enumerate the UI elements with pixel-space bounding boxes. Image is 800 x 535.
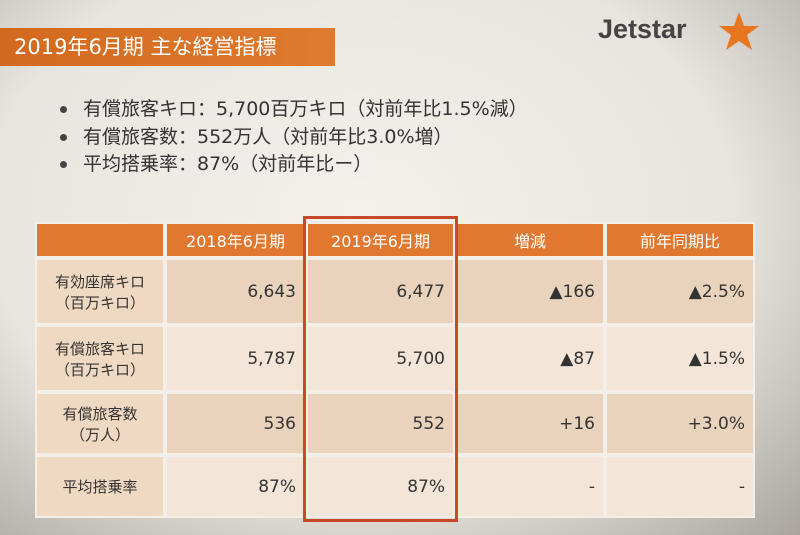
row-label: 有償旅客キロ （百万キロ） [35,325,165,392]
slide-title: 2019年6月期 主な経営指標 [0,28,335,66]
row-label: 有償旅客数 （万人） [35,392,165,455]
data-cell: ▲1.5% [605,325,755,392]
logo: Jetstar [598,14,687,44]
header-cell [35,222,165,258]
data-cell: ▲2.5% [605,258,755,325]
label-line: 有償旅客キロ [54,339,145,358]
label-line: 平均搭乗率 [62,478,138,496]
bullet: 平均搭乗率：87%（対前年比ー） [60,149,372,176]
logo-star [719,12,759,50]
header-cell: 2018年6月期 [165,222,306,258]
data-cell: - [605,455,755,518]
data-cell: +16 [455,392,605,455]
data-cell: 6,477 [306,258,455,325]
data-cell: 87% [306,455,455,518]
data-cell: 552 [306,392,455,455]
data-cell: +3.0% [605,392,755,455]
data-cell: 536 [165,392,306,455]
data-cell: 6,643 [165,258,306,325]
data-cell: 87% [165,455,306,518]
row-label: 有効座席キロ （百万キロ） [35,258,165,325]
label-line: （百万キロ） [54,293,145,312]
data-cell: 5,700 [306,325,455,392]
bullet-text: 平均搭乗率：87%（対前年比ー） [83,153,373,175]
data-cell: ▲87 [455,325,605,392]
bullet: 有償旅客キロ：5,700百万キロ（対前年比1.5%減） [60,94,528,121]
label-line: 有償旅客数 [62,404,138,423]
bullet: 有償旅客数：552万人（対前年比3.0%増） [60,122,453,149]
header-cell: 2019年6月期 [306,222,455,258]
data-cell: ▲166 [455,258,605,325]
bullet-text: 有償旅客数：552万人（対前年比3.0%増） [83,126,453,148]
header-cell: 増減 [455,222,605,258]
header-cell: 前年同期比 [605,222,755,258]
label-line: 有効座席キロ [54,272,145,291]
row-label: 平均搭乗率 [35,455,165,518]
label-line: （万人） [69,425,130,444]
highlight-box [303,216,458,522]
label-line: （百万キロ） [54,360,145,379]
data-cell: 5,787 [165,325,306,392]
bullet-text: 有償旅客キロ：5,700百万キロ（対前年比1.5%減） [83,98,528,120]
data-cell: - [455,455,605,518]
